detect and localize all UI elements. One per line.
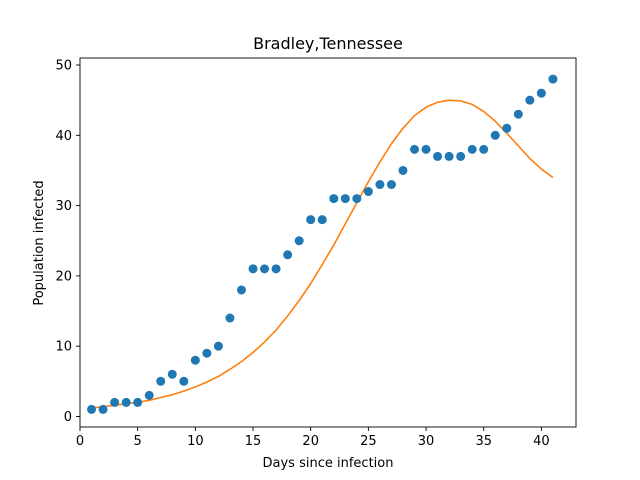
data-point: [213, 341, 223, 351]
plot-area: [87, 74, 558, 414]
data-point: [410, 144, 420, 154]
x-tick-label: 0: [76, 434, 84, 449]
data-point: [271, 264, 281, 274]
data-point: [294, 236, 304, 246]
data-point: [386, 180, 396, 190]
x-tick-label: 40: [533, 434, 550, 449]
y-tick-label: 40: [55, 129, 72, 144]
data-point: [225, 313, 235, 323]
data-point: [179, 376, 189, 386]
data-point: [375, 180, 385, 190]
data-point: [156, 376, 166, 386]
data-point: [167, 369, 177, 379]
y-tick-label: 10: [55, 340, 72, 355]
data-point: [548, 74, 558, 84]
data-point: [260, 264, 270, 274]
data-point: [467, 144, 477, 154]
data-point: [513, 109, 523, 119]
y-tick-label: 20: [55, 269, 72, 284]
fit-curve-line: [91, 99, 554, 409]
x-tick-label: 25: [360, 434, 377, 449]
x-tick-label: 30: [418, 434, 435, 449]
data-point: [421, 144, 431, 154]
data-point: [502, 123, 512, 133]
data-point: [306, 215, 316, 225]
y-tick-label: 30: [55, 199, 72, 214]
data-point: [433, 151, 443, 161]
data-point: [340, 194, 350, 204]
data-point: [352, 194, 362, 204]
data-point: [283, 250, 293, 260]
axes-frame: [79, 57, 577, 428]
data-point: [490, 130, 500, 140]
y-tick-label: 0: [64, 410, 72, 425]
data-point: [98, 404, 108, 414]
data-point: [110, 397, 120, 407]
data-point: [525, 95, 535, 105]
data-point: [236, 285, 246, 295]
x-tick-label: 10: [187, 434, 204, 449]
data-point: [190, 355, 200, 365]
data-point: [87, 404, 97, 414]
data-point: [444, 151, 454, 161]
x-tick-label: 15: [245, 434, 262, 449]
data-point: [202, 348, 212, 358]
data-point: [398, 165, 408, 175]
chart-title: Bradley,Tennessee: [253, 34, 403, 53]
x-axis-label: Days since infection: [263, 456, 394, 471]
y-axis-label: Population infected: [32, 180, 47, 305]
data-point: [329, 194, 339, 204]
x-tick-label: 35: [475, 434, 492, 449]
data-point: [363, 187, 373, 197]
x-tick-label: 20: [302, 434, 319, 449]
data-point: [144, 390, 154, 400]
data-point: [456, 151, 466, 161]
y-tick-label: 50: [55, 59, 72, 74]
x-tick-label: 5: [134, 434, 142, 449]
axes: 0 5 10 15 20 25 30 35 40 0 10 20 30 40 50: [55, 57, 577, 449]
data-point: [121, 397, 131, 407]
data-point: [536, 88, 546, 98]
data-point: [479, 144, 489, 154]
data-point: [133, 397, 143, 407]
data-point: [317, 215, 327, 225]
data-point: [248, 264, 258, 274]
